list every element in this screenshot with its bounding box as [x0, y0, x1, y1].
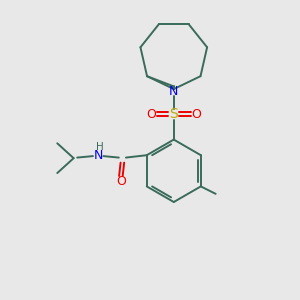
Text: H: H — [96, 142, 104, 152]
Text: O: O — [146, 108, 156, 121]
Text: O: O — [191, 108, 201, 121]
Text: O: O — [116, 175, 126, 188]
Text: N: N — [169, 85, 178, 98]
Text: S: S — [169, 107, 178, 121]
Text: N: N — [93, 149, 103, 162]
